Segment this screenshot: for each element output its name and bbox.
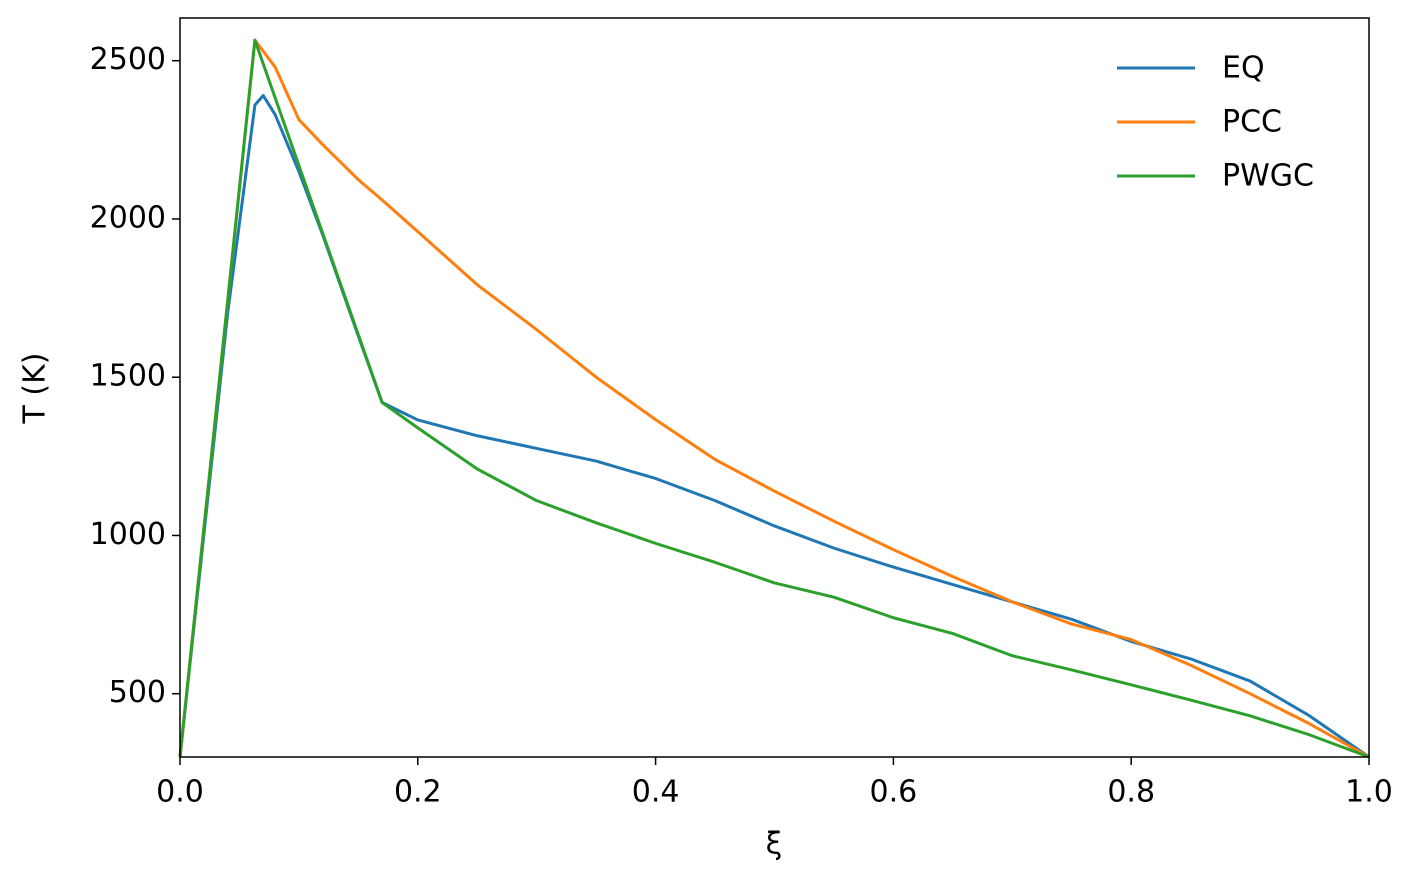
x-tick-label: 0.0 <box>156 775 204 810</box>
x-tick-label: 1.0 <box>1345 775 1393 810</box>
line-series <box>178 38 1370 759</box>
x-tick-label: 0.2 <box>394 775 442 810</box>
y-tick-label: 2500 <box>90 42 166 77</box>
x-tick-label: 0.6 <box>870 775 918 810</box>
y-tick-label: 1500 <box>90 359 166 394</box>
x-tick-label: 0.4 <box>632 775 680 810</box>
y-tick-label: 1000 <box>90 517 166 552</box>
plot-frame <box>179 17 1370 758</box>
x-axis-label: ξ <box>766 827 783 862</box>
legend-label: PCC <box>1222 105 1282 140</box>
legend-label: PWGC <box>1222 159 1314 194</box>
line-series <box>178 38 1370 759</box>
y-axis-label: T (K) <box>18 353 53 425</box>
line-series <box>178 94 1370 759</box>
legend-label: EQ <box>1222 51 1265 86</box>
y-tick-label: 2000 <box>90 200 166 235</box>
y-tick-label: 500 <box>109 675 166 710</box>
x-tick-label: 0.8 <box>1107 775 1155 810</box>
